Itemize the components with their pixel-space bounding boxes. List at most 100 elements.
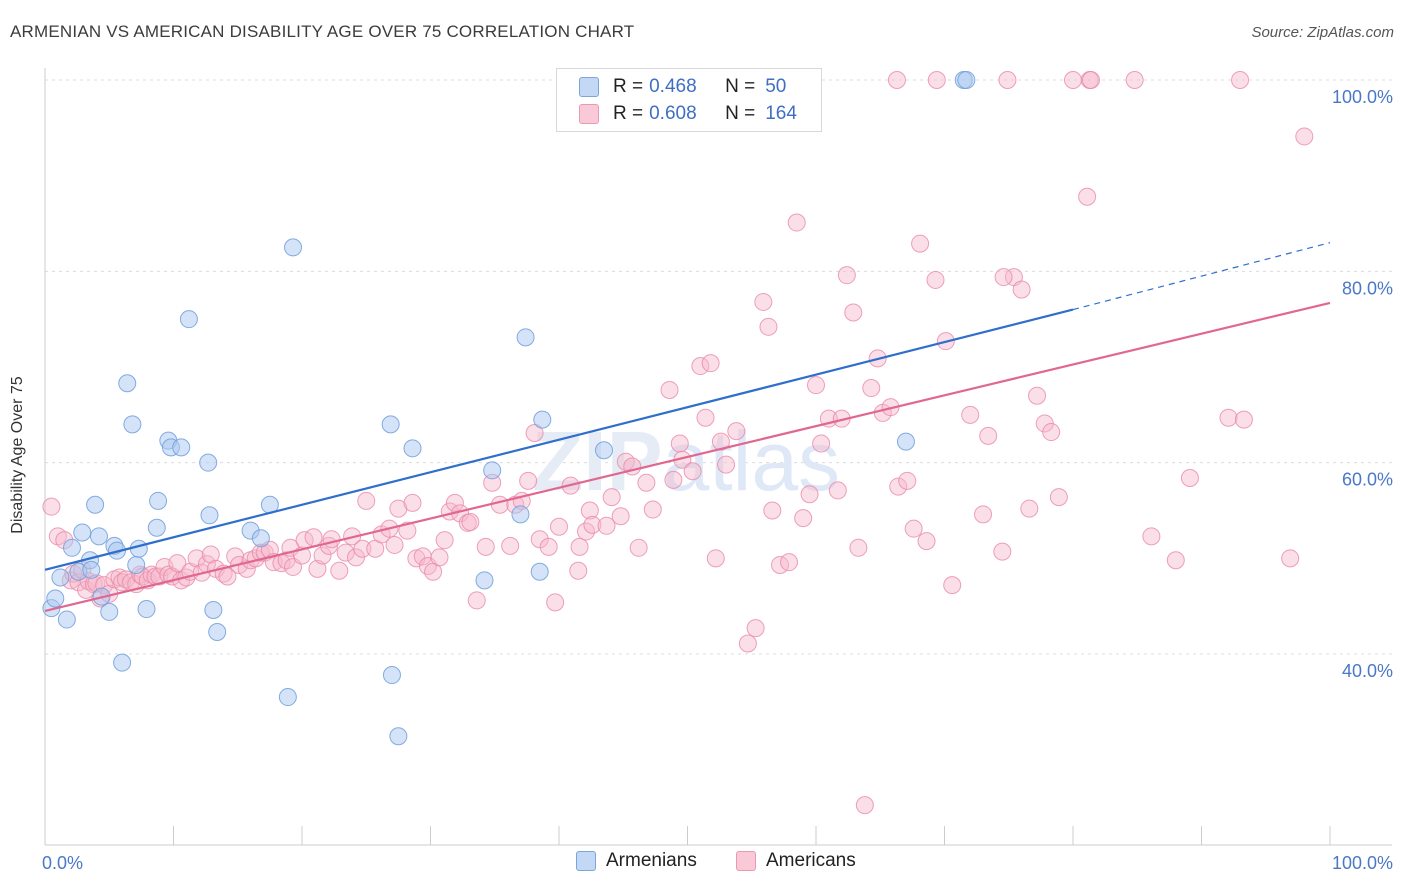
point-americans bbox=[1142, 527, 1161, 546]
legend-row-americans: R = 0.608 N = 164 bbox=[579, 101, 797, 127]
y-tick-label: 100.0% bbox=[1332, 87, 1393, 107]
armenians-legend-swatch bbox=[576, 851, 596, 871]
point-americans bbox=[754, 292, 773, 311]
point-americans bbox=[862, 379, 881, 398]
point-americans bbox=[539, 537, 558, 556]
legend-item-armenians[interactable]: Armenians bbox=[576, 850, 697, 872]
point-americans bbox=[611, 507, 630, 526]
point-armenians bbox=[957, 71, 976, 89]
point-americans bbox=[430, 548, 449, 567]
point-americans bbox=[576, 522, 595, 541]
point-americans bbox=[476, 537, 495, 556]
point-americans bbox=[927, 71, 946, 89]
x-tick-label: 0.0% bbox=[42, 853, 83, 873]
point-armenians bbox=[89, 527, 108, 546]
point-americans bbox=[637, 473, 656, 492]
point-armenians bbox=[278, 688, 297, 707]
point-americans bbox=[1234, 410, 1253, 429]
legend-item-americans[interactable]: Americans bbox=[736, 850, 856, 872]
point-americans bbox=[691, 357, 710, 376]
point-americans bbox=[530, 530, 549, 549]
point-americans bbox=[961, 405, 980, 424]
point-armenians bbox=[172, 438, 191, 457]
point-americans bbox=[738, 634, 757, 653]
point-armenians bbox=[46, 589, 65, 608]
point-americans bbox=[546, 593, 565, 612]
point-armenians bbox=[516, 328, 535, 347]
point-americans bbox=[889, 477, 908, 496]
point-americans bbox=[898, 471, 917, 490]
point-americans bbox=[1064, 71, 1082, 89]
point-armenians bbox=[118, 374, 137, 393]
point-americans bbox=[308, 559, 327, 578]
point-americans bbox=[943, 576, 962, 595]
point-americans bbox=[1125, 71, 1144, 89]
point-armenians bbox=[73, 523, 92, 542]
point-americans bbox=[1042, 423, 1061, 442]
point-armenians bbox=[179, 310, 198, 329]
point-americans bbox=[1281, 549, 1300, 568]
legend-r-value: 0.468 bbox=[649, 76, 697, 97]
point-americans bbox=[445, 493, 464, 512]
point-americans bbox=[602, 488, 621, 507]
point-americans bbox=[711, 432, 730, 451]
point-americans bbox=[1028, 386, 1047, 405]
series-legend: Armenians Americans bbox=[0, 850, 1406, 878]
point-armenians bbox=[100, 602, 119, 621]
y-tick-label: 80.0% bbox=[1342, 278, 1393, 298]
point-americans bbox=[1231, 71, 1250, 89]
point-armenians bbox=[208, 622, 227, 641]
legend-r-label: R = bbox=[613, 76, 644, 97]
point-americans bbox=[525, 424, 544, 443]
series-americans bbox=[42, 71, 1314, 815]
point-armenians bbox=[129, 539, 148, 558]
point-americans bbox=[570, 537, 589, 556]
point-americans bbox=[461, 512, 480, 531]
point-armenians bbox=[594, 441, 613, 460]
point-americans bbox=[550, 517, 568, 536]
point-americans bbox=[844, 303, 863, 322]
point-americans bbox=[998, 71, 1017, 89]
point-americans bbox=[187, 549, 206, 568]
point-armenians bbox=[149, 491, 168, 510]
point-americans bbox=[780, 553, 799, 572]
x-tick-label: 100.0% bbox=[1332, 853, 1393, 873]
point-americans bbox=[643, 500, 662, 519]
point-americans bbox=[336, 543, 355, 562]
legend-n-value: 50 bbox=[765, 76, 787, 97]
point-americans bbox=[490, 495, 509, 514]
point-americans bbox=[385, 535, 404, 554]
legend-n-value: 164 bbox=[765, 103, 797, 124]
point-armenians bbox=[251, 529, 270, 548]
point-americans bbox=[1078, 187, 1097, 206]
americans-legend-swatch bbox=[736, 851, 756, 871]
legend-n-label: N = bbox=[725, 76, 756, 97]
point-americans bbox=[1166, 551, 1185, 570]
gridlines bbox=[45, 79, 1392, 655]
point-americans bbox=[1049, 488, 1068, 507]
point-americans bbox=[701, 354, 720, 373]
point-americans bbox=[993, 542, 1012, 561]
point-americans bbox=[403, 493, 422, 512]
point-americans bbox=[887, 71, 906, 89]
point-americans bbox=[330, 561, 349, 580]
point-americans bbox=[706, 549, 725, 568]
point-armenians bbox=[147, 518, 166, 537]
point-americans bbox=[1295, 127, 1314, 146]
point-americans bbox=[304, 528, 323, 547]
point-americans bbox=[110, 568, 129, 587]
point-armenians bbox=[403, 439, 422, 458]
point-americans bbox=[849, 538, 868, 557]
point-armenians bbox=[896, 432, 915, 451]
point-armenians bbox=[475, 571, 494, 590]
correlation-legend: R = 0.468 N = 50 R = 0.608 N = 164 bbox=[556, 68, 822, 132]
point-armenians bbox=[530, 562, 549, 581]
americans-swatch bbox=[579, 104, 599, 124]
point-americans bbox=[150, 567, 169, 586]
point-americans bbox=[696, 408, 715, 427]
point-americans bbox=[670, 434, 689, 453]
legend-r-label: R = bbox=[613, 103, 644, 124]
trendline-americans bbox=[44, 301, 1331, 613]
armenians-swatch bbox=[579, 77, 599, 97]
